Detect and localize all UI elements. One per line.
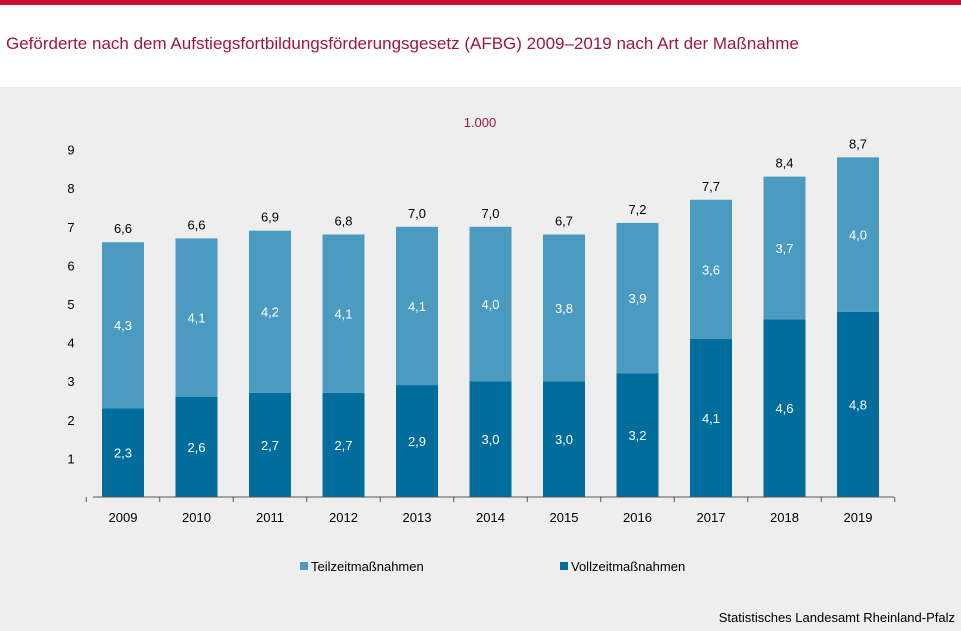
bar-vollzeit: [763, 319, 806, 497]
bar-value-label: 4,0: [481, 297, 499, 312]
bar-value-label: 4,1: [408, 299, 426, 314]
top-accent-bar: [0, 0, 961, 5]
bar-vollzeit: [690, 338, 732, 497]
bar-value-label: 2,7: [261, 438, 279, 453]
bar-vollzeit: [175, 396, 218, 497]
y-tick-label: 1: [67, 451, 74, 466]
x-tick-label: 2009: [109, 510, 138, 525]
bar-total-label: 8,4: [775, 156, 793, 171]
bar-total-label: 7,2: [628, 202, 646, 217]
legend-label: Teilzeitmaßnahmen: [311, 559, 424, 574]
bar-value-label: 2,3: [114, 446, 132, 461]
x-tick-label: 2017: [697, 510, 726, 525]
x-tick-label: 2015: [550, 510, 579, 525]
x-tick-label: 2019: [844, 510, 873, 525]
bar-value-label: 3,2: [628, 428, 646, 443]
x-tick-label: 2013: [403, 510, 432, 525]
bar-total-label: 7,0: [481, 206, 499, 221]
bar-total-label: 6,7: [555, 214, 573, 229]
bar-value-label: 3,7: [775, 241, 793, 256]
bar-total-label: 7,7: [702, 179, 720, 194]
bar-total-label: 6,6: [187, 217, 205, 232]
x-tick-label: 2014: [476, 510, 505, 525]
bar-value-label: 3,8: [555, 301, 573, 316]
bar-vollzeit: [322, 392, 365, 497]
y-tick-label: 4: [67, 336, 74, 351]
x-tick-label: 2010: [182, 510, 211, 525]
bar-vollzeit: [102, 408, 144, 497]
legend-swatch: [560, 562, 568, 570]
bar-value-label: 4,1: [187, 311, 205, 326]
source-note: Statistisches Landesamt Rheinland-Pfalz: [718, 610, 955, 625]
bar-vollzeit: [249, 392, 291, 497]
y-tick-label: 7: [67, 220, 74, 235]
bar-teilzeit: [322, 234, 365, 393]
legend-label: Vollzeitmaßnahmen: [571, 559, 685, 574]
bar-teilzeit: [837, 157, 879, 312]
bar-value-label: 3,0: [555, 432, 573, 447]
unit-label: 1.000: [464, 115, 497, 130]
bar-teilzeit: [469, 226, 512, 382]
bar-value-label: 4,2: [261, 305, 279, 320]
bar-teilzeit: [690, 199, 732, 339]
bar-teilzeit: [763, 176, 806, 320]
x-tick-label: 2011: [256, 510, 284, 525]
bar-value-label: 2,9: [408, 434, 426, 449]
bar-value-label: 4,1: [702, 411, 720, 426]
x-tick-label: 2018: [770, 510, 799, 525]
x-tick-label: 2016: [623, 510, 652, 525]
x-tick-label: 2012: [329, 510, 358, 525]
bar-value-label: 3,0: [481, 432, 499, 447]
bar-value-label: 4,0: [849, 228, 867, 243]
bar-teilzeit: [102, 242, 144, 409]
y-tick-label: 9: [67, 143, 74, 158]
bar-vollzeit: [543, 381, 585, 497]
bar-vollzeit: [469, 381, 512, 497]
bar-total-label: 8,7: [849, 136, 867, 151]
bar-vollzeit: [837, 311, 879, 497]
bar-total-label: 7,0: [408, 206, 426, 221]
bar-total-label: 6,8: [334, 214, 352, 229]
bar-teilzeit: [396, 226, 438, 386]
bar-teilzeit: [175, 238, 218, 397]
bar-value-label: 3,9: [628, 291, 646, 306]
bar-teilzeit: [249, 230, 291, 393]
bar-vollzeit: [616, 373, 659, 497]
bar-total-label: 6,9: [261, 210, 279, 225]
bar-value-label: 4,1: [334, 307, 352, 322]
chart-title: Geförderte nach dem Aufstiegsfortbildung…: [6, 34, 799, 53]
y-tick-label: 5: [67, 297, 74, 312]
legend-swatch: [300, 562, 308, 570]
bar-value-label: 4,3: [114, 318, 132, 333]
y-tick-label: 2: [67, 413, 74, 428]
y-tick-label: 3: [67, 374, 74, 389]
bar-value-label: 4,6: [775, 401, 793, 416]
bar-teilzeit: [616, 222, 659, 374]
y-tick-label: 8: [67, 181, 74, 196]
bar-vollzeit: [396, 385, 438, 497]
bar-value-label: 2,7: [334, 438, 352, 453]
bar-value-label: 2,6: [187, 440, 205, 455]
bar-total-label: 6,6: [114, 221, 132, 236]
bar-value-label: 4,8: [849, 397, 867, 412]
bar-teilzeit: [543, 234, 585, 382]
bar-value-label: 3,6: [702, 262, 720, 277]
y-tick-label: 6: [67, 258, 74, 273]
